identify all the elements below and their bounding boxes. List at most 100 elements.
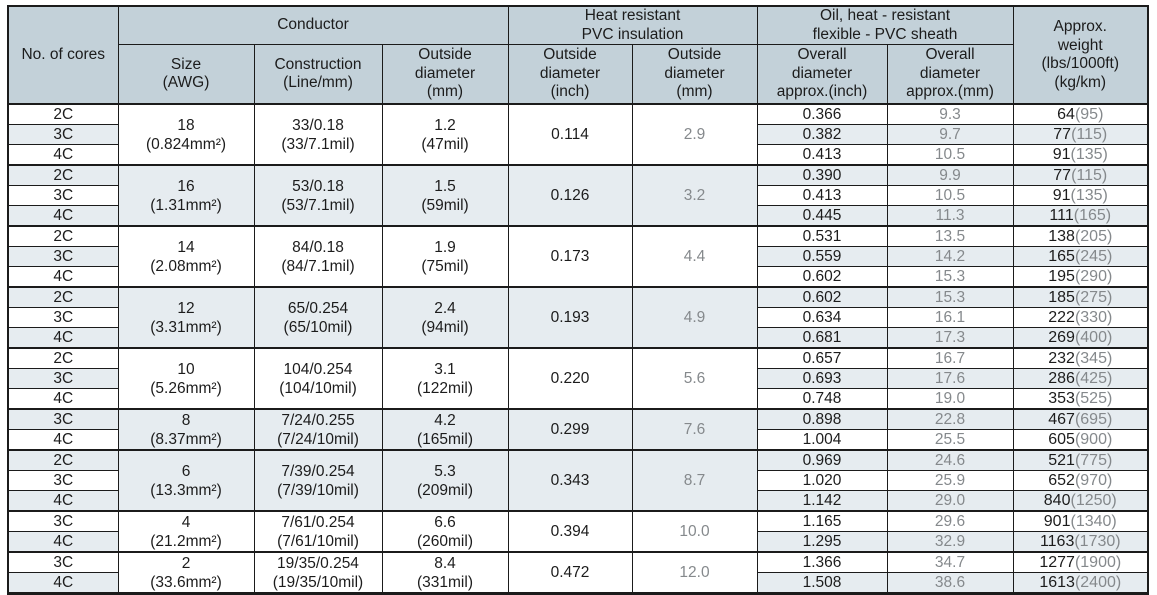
weight-metric-value: (115) bbox=[1071, 167, 1108, 184]
outside-diameter-cell: 8.4 (331mil) bbox=[381, 551, 509, 594]
overall-mm-cell: 32.9 bbox=[886, 531, 1014, 553]
weight-metric-value: (400) bbox=[1074, 329, 1113, 346]
cores-cell: 3C bbox=[7, 510, 119, 532]
overall-mm-cell: 29.0 bbox=[886, 490, 1014, 512]
outside-diameter-cell: 3.1 (122mil) bbox=[381, 347, 509, 409]
overall-inch-cell: 1.508 bbox=[756, 572, 888, 594]
outside-diameter-cell: 4.2 (165mil) bbox=[381, 408, 509, 450]
insulation-inch-cell: 0.472 bbox=[507, 551, 633, 594]
weight-metric-value: (135) bbox=[1070, 146, 1108, 163]
weight-value: 195 bbox=[1048, 268, 1075, 285]
cores-cell: 4C bbox=[7, 388, 119, 410]
insulation-mm-cell: 5.6 bbox=[631, 347, 758, 410]
insulation-mm-cell: 4.4 bbox=[631, 225, 758, 288]
insulation-inch-cell: 0.343 bbox=[507, 449, 633, 512]
cores-cell: 3C bbox=[7, 470, 119, 491]
cores-cell: 3C bbox=[7, 185, 119, 206]
table-row: 2C 10 (5.26mm²) 104/0.254 (104/10mil) 3.1 (… bbox=[7, 347, 1149, 410]
overall-mm-cell: 16.7 bbox=[886, 347, 1014, 369]
overall-inch-cell: 0.602 bbox=[756, 266, 888, 288]
table-row: 2C 14 (2.08mm²) 84/0.18 (84/7.1mil) 1.9 (75… bbox=[7, 225, 1149, 288]
weight-value: 840 bbox=[1043, 492, 1071, 509]
size-cell: 8 (8.37mm²) bbox=[117, 408, 255, 450]
table-row: 3C 2 (33.6mm²) 19/35/0.254 (19/35/10mil) 8.… bbox=[7, 551, 1149, 594]
weight-value: 521 bbox=[1048, 452, 1075, 469]
header-overall-diameter-inch: Overall diameter approx.(inch) bbox=[756, 44, 888, 105]
table-body: 2C 18 (0.824mm²) 33/0.18 (33/7.1mil) 1.2 (4… bbox=[7, 103, 1149, 594]
weight-cell: 165(245) bbox=[1012, 246, 1149, 267]
header-size: Size (AWG) bbox=[117, 44, 255, 105]
weight-metric-value: (970) bbox=[1074, 472, 1113, 489]
construction-cell: 53/0.18 (53/7.1mil) bbox=[253, 164, 383, 226]
table-row: 2C 18 (0.824mm²) 33/0.18 (33/7.1mil) 1.2 (4… bbox=[7, 103, 1149, 166]
construction-cell: 7/24/0.255 (7/24/10mil) bbox=[253, 408, 383, 450]
size-cell: 18 (0.824mm²) bbox=[117, 103, 255, 165]
header-sheath-group: Oil, heat - resistant flexible - PVC she… bbox=[756, 5, 1014, 45]
weight-metric-value: (95) bbox=[1074, 106, 1104, 123]
overall-inch-cell: 1.165 bbox=[756, 510, 888, 532]
weight-cell: 222(330) bbox=[1012, 307, 1149, 328]
overall-inch-cell: 0.559 bbox=[756, 246, 888, 267]
weight-cell: 91(135) bbox=[1012, 185, 1149, 206]
cores-cell: 4C bbox=[7, 266, 119, 288]
table-row: 3C 8 (8.37mm²) 7/24/0.255 (7/24/10mil) 4.2 … bbox=[7, 408, 1149, 451]
weight-value: 91 bbox=[1052, 146, 1071, 163]
table-row: 3C 4 (21.2mm²) 7/61/0.254 (7/61/10mil) 6.6 … bbox=[7, 510, 1149, 553]
cores-cell: 2C bbox=[7, 103, 119, 125]
weight-metric-value: (330) bbox=[1074, 309, 1113, 326]
cores-cell: 2C bbox=[7, 225, 119, 247]
weight-metric-value: (1250) bbox=[1070, 492, 1117, 509]
weight-metric-value: (205) bbox=[1074, 228, 1113, 245]
weight-value: 467 bbox=[1048, 411, 1075, 428]
insulation-mm-cell: 10.0 bbox=[631, 510, 758, 553]
weight-metric-value: (2400) bbox=[1074, 574, 1122, 591]
overall-mm-cell: 15.3 bbox=[886, 286, 1014, 308]
weight-value: 91 bbox=[1052, 187, 1071, 204]
outside-diameter-cell: 5.3 (209mil) bbox=[381, 449, 509, 511]
overall-inch-cell: 0.681 bbox=[756, 327, 888, 349]
overall-mm-cell: 17.6 bbox=[886, 368, 1014, 389]
weight-cell: 91(135) bbox=[1012, 144, 1149, 166]
overall-inch-cell: 0.898 bbox=[756, 408, 888, 430]
overall-inch-cell: 0.531 bbox=[756, 225, 888, 247]
weight-cell: 232(345) bbox=[1012, 347, 1149, 369]
outside-diameter-cell: 1.2 (47mil) bbox=[381, 103, 509, 165]
overall-mm-cell: 29.6 bbox=[886, 510, 1014, 532]
header-insulation-group: Heat resistant PVC insulation bbox=[507, 5, 758, 45]
cores-cell: 4C bbox=[7, 531, 119, 553]
weight-metric-value: (290) bbox=[1074, 268, 1113, 285]
overall-mm-cell: 14.2 bbox=[886, 246, 1014, 267]
insulation-inch-cell: 0.220 bbox=[507, 347, 633, 410]
cores-cell: 3C bbox=[7, 124, 119, 145]
weight-value: 111 bbox=[1049, 207, 1074, 224]
cores-cell: 3C bbox=[7, 307, 119, 328]
overall-mm-cell: 38.6 bbox=[886, 572, 1014, 594]
size-cell: 12 (3.31mm²) bbox=[117, 286, 255, 348]
overall-inch-cell: 0.969 bbox=[756, 449, 888, 471]
insulation-mm-cell: 8.7 bbox=[631, 449, 758, 512]
insulation-inch-cell: 0.193 bbox=[507, 286, 633, 349]
header-insulation-outside-diameter-mm: Outside diameter (mm) bbox=[631, 44, 758, 105]
weight-cell: 269(400) bbox=[1012, 327, 1149, 349]
weight-metric-value: (1340) bbox=[1070, 513, 1117, 530]
weight-value: 77 bbox=[1053, 126, 1072, 143]
table-row: 3C 0.413 10.5 91(135) bbox=[7, 185, 1149, 206]
overall-inch-cell: 1.295 bbox=[756, 531, 888, 553]
weight-cell: 353(525) bbox=[1012, 388, 1149, 410]
overall-mm-cell: 22.8 bbox=[886, 408, 1014, 430]
weight-cell: 467(695) bbox=[1012, 408, 1149, 430]
insulation-mm-cell: 4.9 bbox=[631, 286, 758, 349]
insulation-mm-cell: 7.6 bbox=[631, 408, 758, 451]
weight-cell: 521(775) bbox=[1012, 449, 1149, 471]
overall-mm-cell: 9.9 bbox=[886, 164, 1014, 186]
weight-value: 286 bbox=[1048, 370, 1075, 387]
construction-cell: 7/39/0.254 (7/39/10mil) bbox=[253, 449, 383, 511]
size-cell: 10 (5.26mm²) bbox=[117, 347, 255, 409]
weight-cell: 77(115) bbox=[1012, 164, 1149, 186]
cores-cell: 2C bbox=[7, 286, 119, 308]
weight-metric-value: (165) bbox=[1073, 207, 1112, 224]
cores-cell: 2C bbox=[7, 449, 119, 471]
weight-metric-value: (775) bbox=[1074, 452, 1113, 469]
overall-inch-cell: 0.445 bbox=[756, 205, 888, 227]
